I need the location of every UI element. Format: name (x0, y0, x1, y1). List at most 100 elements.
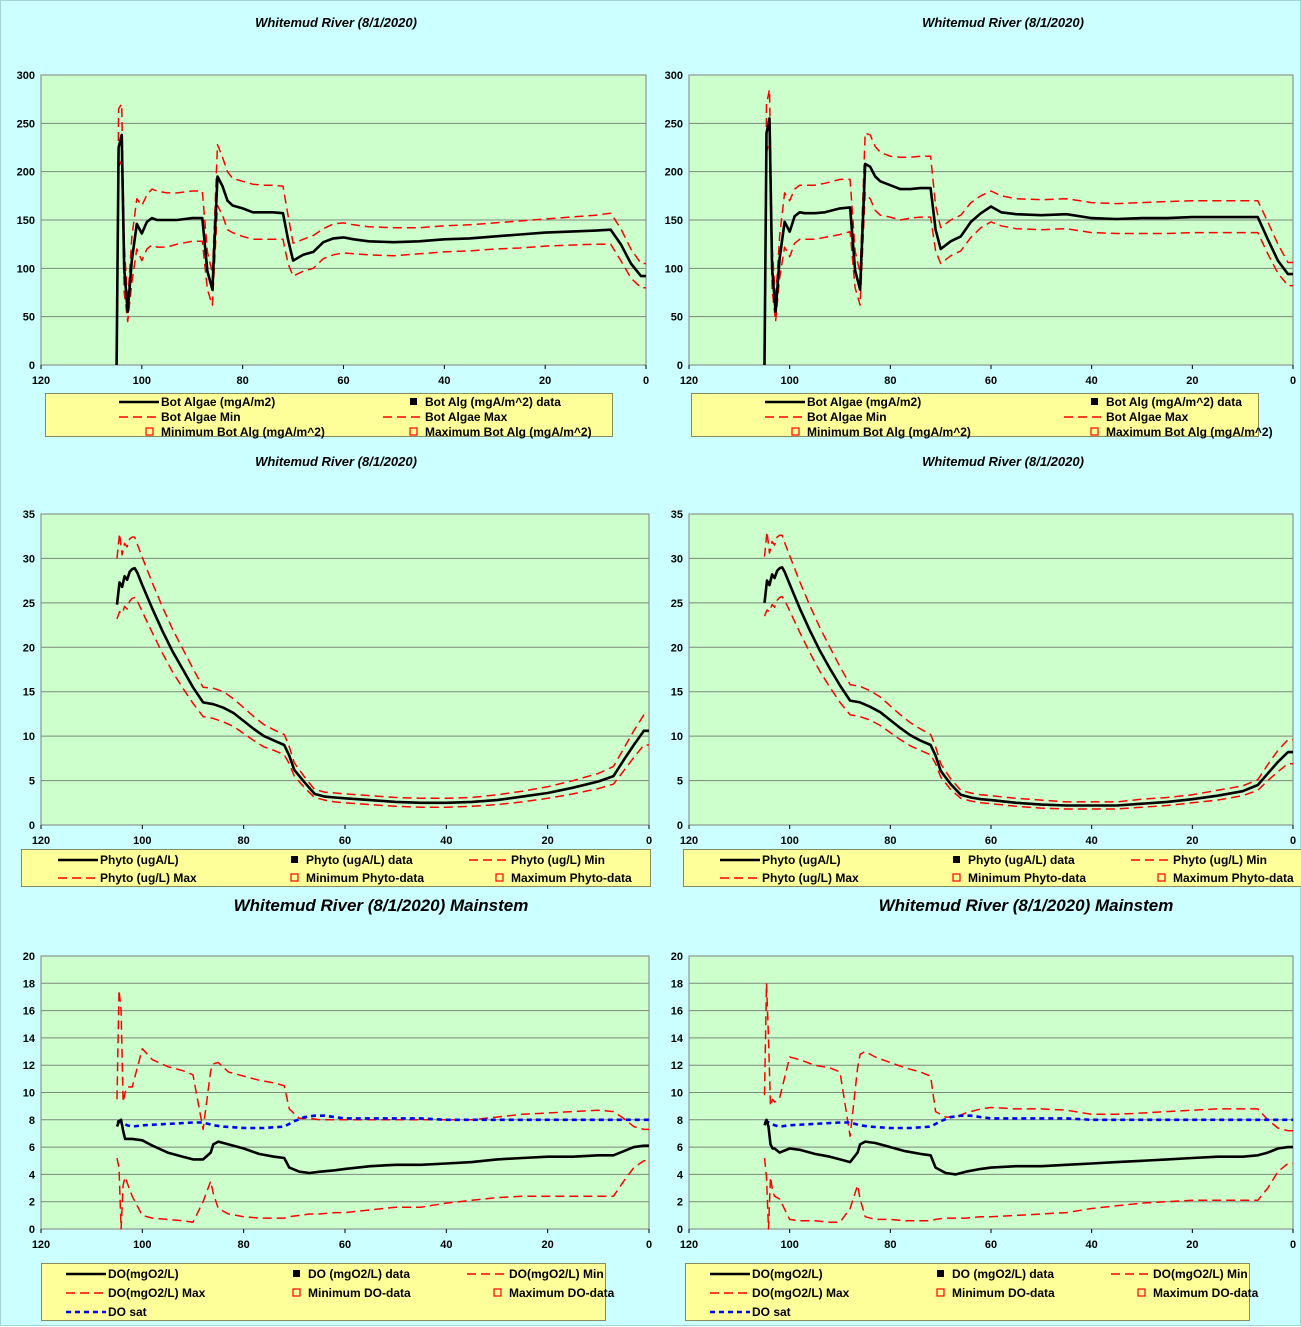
x-tick-label: 0 (643, 375, 649, 387)
legend-swatch-bot-algae-mga-m2 (119, 400, 159, 404)
x-tick-label: 0 (1290, 1239, 1296, 1251)
x-tick-label: 0 (646, 1239, 652, 1251)
legend-swatch-minimum-do-data (936, 1288, 945, 1297)
legend-label: DO(mgO2/L) Max (108, 1286, 206, 1300)
x-tick-label: 40 (1086, 1239, 1098, 1251)
y-tick-label: 0 (677, 360, 683, 372)
legend-swatch-bot-algae-mga-m2 (765, 400, 805, 404)
legend-swatch-phyto-ug-l-max (720, 877, 760, 879)
legend-label: Phyto (ugA/L) data (968, 853, 1075, 867)
chart-svg: Whitemud River (8/1/2020) Mainstem 0 2 4 6 8 1… (671, 896, 1296, 1251)
chart-title: Whitemud River (8/1/2020) Mainstem (879, 896, 1174, 915)
chart-panel-bot-algae-right: Whitemud River (8/1/2020) 0 50 100 150 200 250… (651, 1, 1301, 446)
legend-swatch-maximum-do-data (493, 1288, 502, 1297)
chart-panel-bot-algae-left: Whitemud River (8/1/2020) 0 50 100 150 200 250… (1, 1, 651, 446)
x-tick-label: 120 (32, 835, 50, 847)
y-tick-label: 200 (665, 167, 683, 179)
series-line-do-mgo2-l-max (763, 982, 1293, 1137)
y-tick-label: 150 (665, 215, 683, 227)
x-tick-label: 40 (1086, 375, 1098, 387)
y-tick-label: 5 (29, 776, 35, 788)
legend-swatch-maximum-do-data (1137, 1288, 1146, 1297)
legend-label: Phyto (ugA/L) (100, 853, 179, 867)
x-tick-label: 100 (133, 375, 151, 387)
x-tick-label: 40 (440, 835, 452, 847)
y-tick-label: 35 (671, 509, 683, 521)
legend-swatch-do-mgo2-l-max (710, 1292, 750, 1294)
legend-label: Minimum Bot Alg (mgA/m^2) (161, 425, 325, 439)
y-tick-label: 10 (23, 1088, 35, 1100)
legend-label: Minimum DO-data (952, 1286, 1055, 1300)
y-tick-label: 15 (671, 687, 683, 699)
legend-label: DO(mgO2/L) (108, 1267, 179, 1281)
x-tick-label: 60 (985, 375, 997, 387)
series-line-phyto-uga-l (115, 566, 649, 805)
series-line-do-mgo2-l (763, 1118, 1293, 1176)
legend-label: Phyto (ugA/L) (762, 853, 841, 867)
series-line-phyto-uga-l (763, 566, 1293, 807)
legend-label: DO sat (108, 1305, 147, 1319)
y-tick-label: 14 (671, 1033, 684, 1045)
y-tick-label: 50 (23, 312, 35, 324)
y-tick-label: 50 (671, 312, 683, 324)
chart-legend: Bot Algae (mgA/m2) Bot Alg (mgA/m^2) data… (691, 393, 1273, 439)
plot-area (40, 513, 650, 826)
legend-label: Bot Algae Min (807, 410, 887, 424)
y-tick-label: 0 (677, 1224, 683, 1236)
y-tick-label: 6 (29, 1142, 35, 1154)
legend-swatch-minimum-phyto-data (290, 873, 299, 882)
legend-label: Phyto (ug/L) Max (100, 871, 197, 885)
legend-swatch-bot-algae-max (383, 416, 423, 418)
series-line-phyto-ug-l-min (763, 595, 1293, 810)
x-tick-label: 60 (339, 1239, 351, 1251)
y-tick-label: 0 (29, 1224, 35, 1236)
series-line-bot-algae-min (763, 139, 1293, 366)
legend-swatch-do-mgo2-l-min (467, 1273, 507, 1275)
y-tick-label: 20 (671, 642, 683, 654)
legend-swatch-minimum-bot-alg-mga-m-2 (791, 427, 800, 436)
y-tick-label: 200 (17, 167, 35, 179)
legend-label: Phyto (ugA/L) data (306, 853, 413, 867)
x-tick-label: 20 (1186, 1239, 1198, 1251)
y-tick-label: 0 (677, 820, 683, 832)
y-tick-label: 25 (671, 598, 683, 610)
chart-legend: Phyto (ugA/L) Phyto (ugA/L) data Phyto (ug… (683, 849, 1301, 887)
x-tick-label: 100 (133, 1239, 151, 1251)
y-tick-label: 100 (665, 263, 683, 275)
series-line-phyto-ug-l-max (116, 532, 649, 800)
x-tick-label: 80 (238, 835, 250, 847)
legend-swatch-do-mgo2-l-max (66, 1292, 106, 1294)
legend-swatch-bot-algae-min (119, 416, 159, 418)
y-tick-label: 10 (671, 1088, 683, 1100)
y-tick-label: 18 (23, 978, 35, 990)
chart-legend: DO(mgO2/L) DO (mgO2/L) data DO(mgO2/L) Min… (41, 1263, 614, 1321)
legend-label: DO(mgO2/L) Min (509, 1267, 604, 1281)
legend-swatch-do-mgo2-l (710, 1272, 750, 1276)
x-tick-label: 100 (780, 835, 798, 847)
y-tick-label: 150 (17, 215, 35, 227)
legend-label: Minimum Phyto-data (306, 871, 425, 885)
legend-label: Minimum Bot Alg (mgA/m^2) (807, 425, 971, 439)
legend-label: DO(mgO2/L) Min (1153, 1267, 1248, 1281)
y-tick-label: 10 (671, 731, 683, 743)
chart-title: Whitemud River (8/1/2020) (922, 15, 1084, 30)
series-line-bot-algae-mga-m2 (763, 117, 1293, 366)
chart-title: Whitemud River (8/1/2020) (255, 454, 417, 469)
y-tick-label: 14 (23, 1033, 36, 1045)
series-line-bot-algae-mga-m2 (115, 133, 646, 366)
legend-label: Phyto (ug/L) Min (1173, 853, 1267, 867)
x-tick-label: 120 (680, 375, 698, 387)
chart-svg: Whitemud River (8/1/2020)050100150200250… (17, 15, 649, 387)
legend-label: Phyto (ug/L) Min (511, 853, 605, 867)
legend-swatch-phyto-ug-l-min (1131, 859, 1171, 861)
legend-swatch-do-mgo2-l-data (937, 1270, 944, 1277)
x-tick-label: 20 (539, 375, 551, 387)
series-line-bot-algae-max (763, 88, 1293, 366)
y-tick-label: 6 (677, 1142, 683, 1154)
y-tick-label: 16 (671, 1006, 683, 1018)
x-tick-label: 20 (1186, 835, 1198, 847)
legend-label: Maximum Phyto-data (1173, 871, 1294, 885)
series-line-do-mgo2-l-max (116, 989, 649, 1131)
legend-label: Bot Algae (mgA/m2) (807, 395, 922, 409)
legend-swatch-maximum-bot-alg-mga-m-2 (409, 427, 418, 436)
